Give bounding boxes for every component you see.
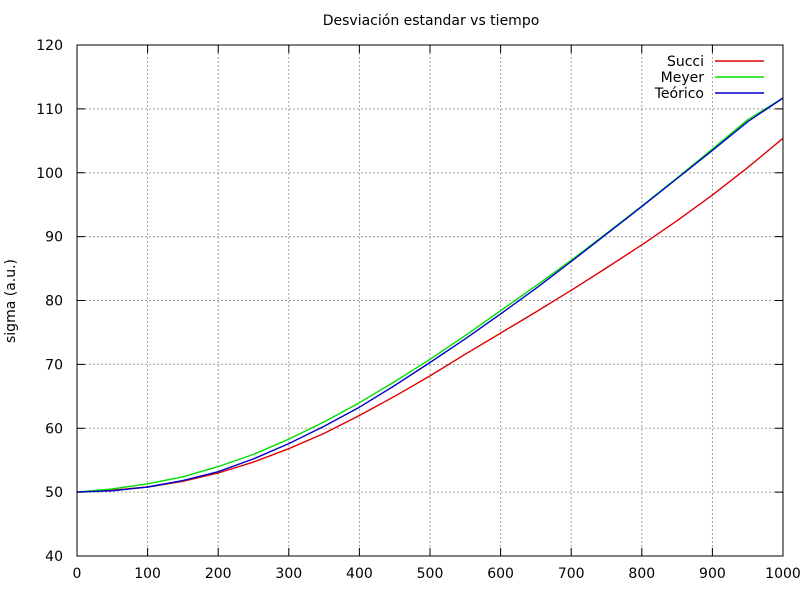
y-tick-label: 90 <box>45 230 63 246</box>
series-layer <box>76 97 784 493</box>
y-tick-label: 110 <box>36 102 63 118</box>
x-tick-label: 500 <box>417 566 444 582</box>
chart-title: Desviación estandar vs tiempo <box>323 13 540 29</box>
y-tick-label: 70 <box>45 357 63 373</box>
y-tick-label: 40 <box>45 549 63 565</box>
grid <box>77 45 783 556</box>
x-tick-label: 0 <box>73 566 82 582</box>
y-axis-label: sigma (a.u.) <box>3 259 19 343</box>
x-tick-label: 300 <box>275 566 302 582</box>
x-tick-label: 900 <box>699 566 726 582</box>
y-tick-label: 50 <box>45 485 63 501</box>
x-tick-label: 400 <box>346 566 373 582</box>
x-tick-label: 1000 <box>765 566 801 582</box>
x-tick-label: 200 <box>205 566 232 582</box>
series-line-te-rico <box>76 97 784 493</box>
x-tick-label: 700 <box>558 566 585 582</box>
legend-label: Meyer <box>661 70 705 86</box>
x-tick-label: 800 <box>628 566 655 582</box>
y-tick-label: 80 <box>45 294 63 310</box>
y-tick-label: 120 <box>36 38 63 54</box>
plot-frame <box>76 44 784 557</box>
x-tick-label: 100 <box>134 566 161 582</box>
series-line-succi <box>76 137 784 493</box>
legend-label: Teórico <box>654 86 704 102</box>
x-tick-label: 600 <box>487 566 514 582</box>
tick-labels: 0 100 200 300 400 500 600 700 800 900 1000 40 50 60 70… <box>36 38 801 582</box>
y-tick-label: 100 <box>36 166 63 182</box>
y-tick-label: 60 <box>45 421 63 437</box>
legend-label: Succi <box>667 54 704 70</box>
